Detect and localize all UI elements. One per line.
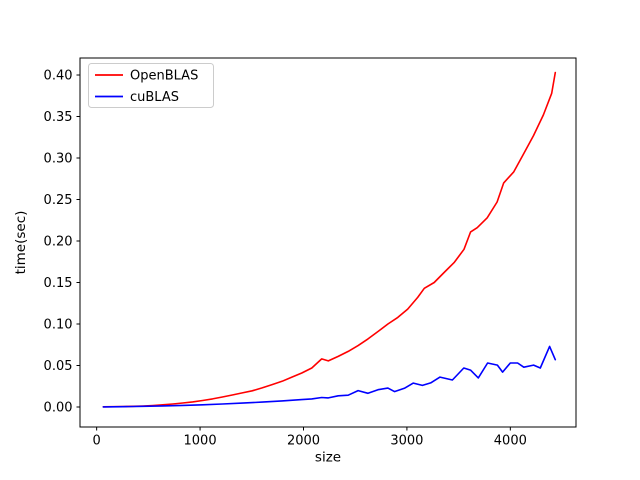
y-tick-label: 0.40 [44, 69, 73, 84]
plot-frame [79, 57, 577, 428]
x-axis-label: size [315, 450, 341, 466]
y-tick-label: 0.00 [44, 401, 73, 416]
y-tick-label: 0.20 [44, 235, 73, 250]
legend: OpenBLAS cuBLAS [88, 63, 214, 108]
y-tick-label: 0.15 [44, 276, 73, 291]
y-ticks: 0.00 0.05 0.10 0.15 0.20 0.25 0.30 0.35 0.40 [44, 69, 80, 416]
series-line-cublas [102, 345, 557, 408]
y-tick-label: 0.25 [44, 193, 73, 208]
y-tick-label: 0.35 [44, 110, 73, 125]
y-tick-label: 0.30 [44, 152, 73, 167]
legend-label-cublas: cuBLAS [130, 90, 179, 105]
x-tick-label: 4000 [494, 434, 527, 449]
y-axis-label: time(sec) [13, 211, 29, 275]
x-tick-label: 1000 [184, 434, 217, 449]
series-line-openblas [102, 71, 557, 408]
series-lines [102, 71, 557, 408]
y-tick-label: 0.10 [44, 318, 73, 333]
axes-frame [79, 57, 577, 428]
x-tick-label: 3000 [390, 434, 423, 449]
y-tick-label: 0.05 [44, 359, 73, 374]
legend-label-openblas: OpenBLAS [130, 69, 198, 84]
x-tick-label: 2000 [287, 434, 320, 449]
x-ticks: 0 1000 2000 3000 4000 [93, 427, 527, 449]
x-tick-label: 0 [93, 434, 101, 449]
